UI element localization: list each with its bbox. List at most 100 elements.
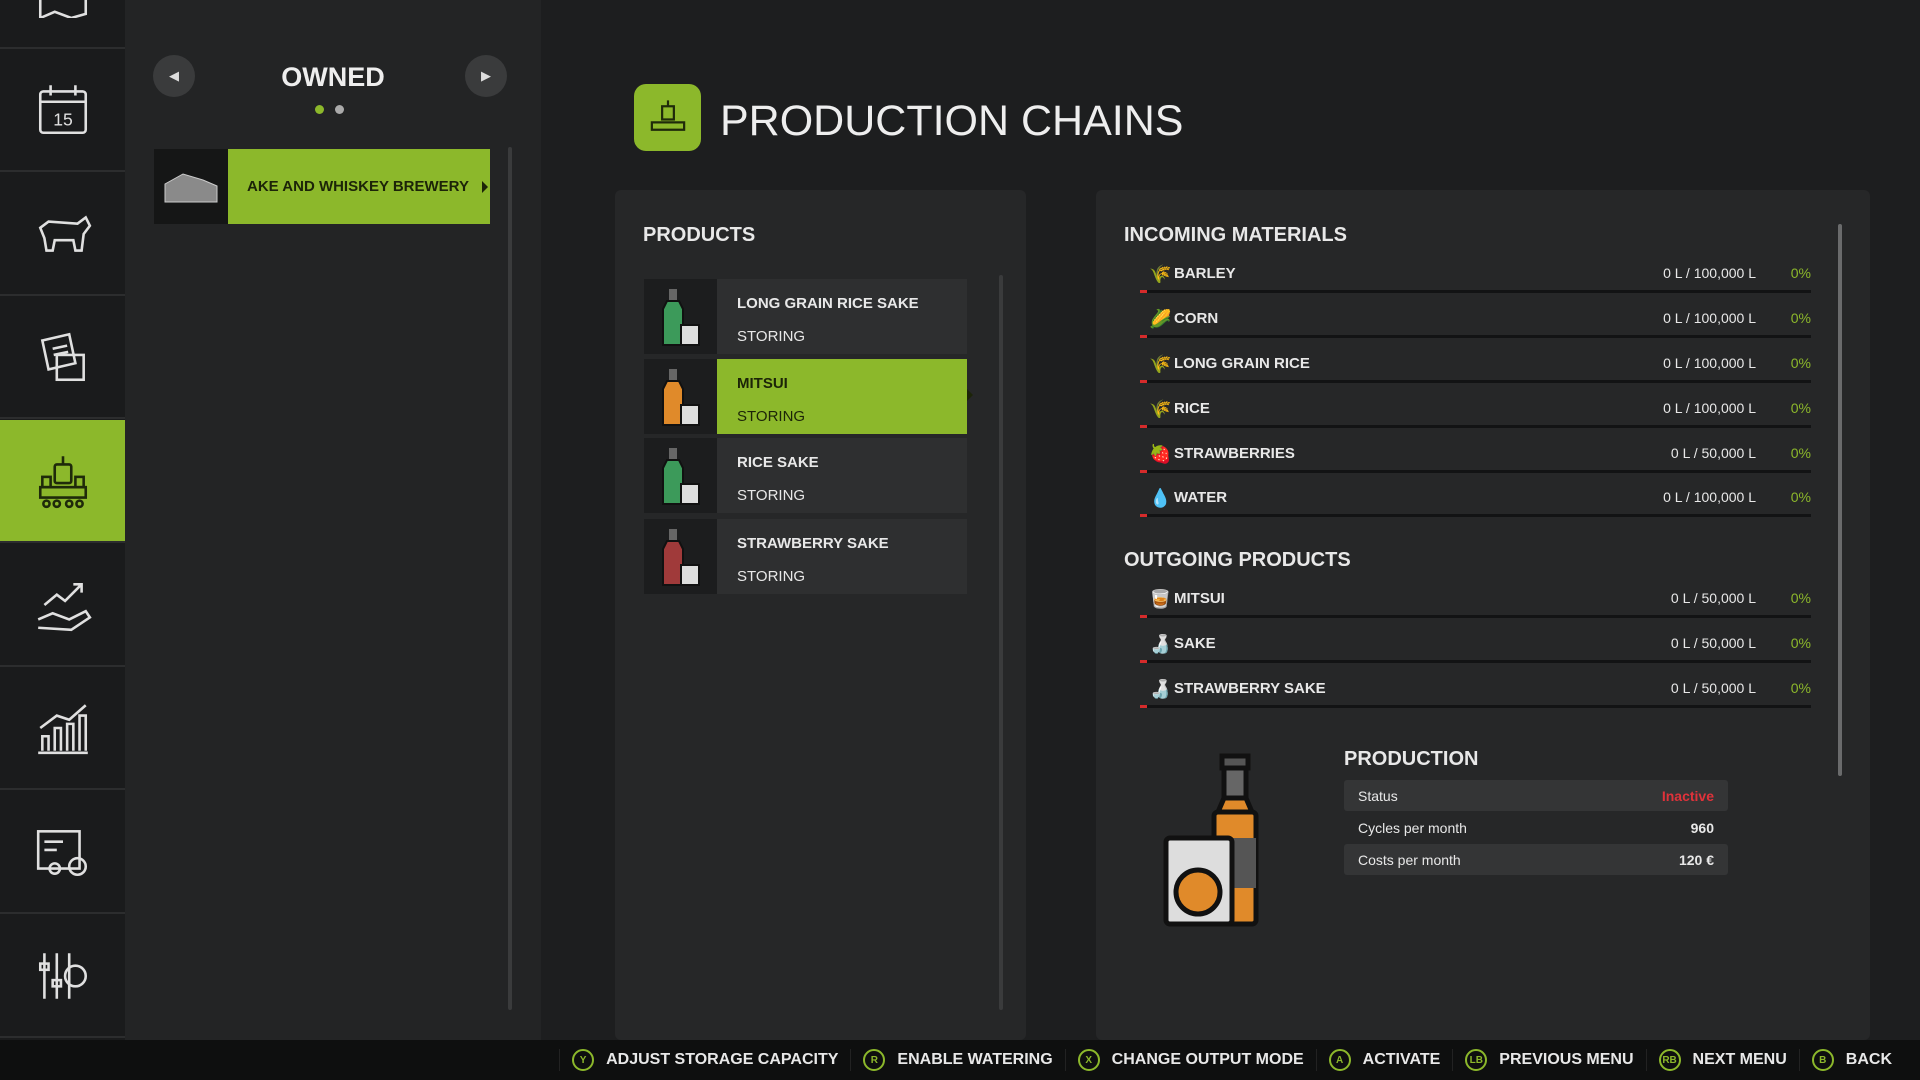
page-dot-2[interactable] <box>335 105 344 114</box>
action-back[interactable]: B BACK <box>1798 1049 1904 1071</box>
page-dot-1[interactable] <box>315 105 324 114</box>
fill-level-indicator <box>1140 705 1147 708</box>
action-adjust-storage-capacity[interactable]: Y ADJUST STORAGE CAPACITY <box>559 1049 850 1071</box>
button-key-icon: A <box>1328 1049 1351 1071</box>
action-label: NEXT MENU <box>1692 1051 1787 1068</box>
owned-title: OWNED <box>281 62 385 92</box>
caret-right-icon <box>482 181 488 193</box>
material-icon: 🍓 <box>1149 444 1172 464</box>
sidebar-item-settings[interactable] <box>0 915 125 1038</box>
product-status: STORING <box>737 408 806 425</box>
production-row-cycles: Cycles per month 960 <box>1344 812 1728 843</box>
status-label: Status <box>1358 787 1398 804</box>
product-name: STRAWBERRY SAKE <box>737 535 889 552</box>
button-key-icon: RB <box>1658 1049 1681 1071</box>
material-percent: 0% <box>1790 590 1811 606</box>
prev-page-button[interactable]: ◀ <box>153 55 195 97</box>
action-next-menu[interactable]: RB NEXT MENU <box>1645 1049 1799 1071</box>
material-name: SAKE <box>1174 635 1216 652</box>
owned-scrollbar[interactable] <box>508 147 512 1010</box>
building-icon <box>164 172 218 202</box>
product-item[interactable]: RICE SAKE STORING <box>644 438 967 513</box>
material-name: MITSUI <box>1174 590 1225 607</box>
material-name: RICE <box>1174 400 1210 417</box>
action-activate[interactable]: A ACTIVATE <box>1315 1049 1453 1071</box>
vehicle-shop-icon <box>36 829 87 876</box>
material-percent: 0% <box>1790 635 1811 651</box>
material-name: STRAWBERRIES <box>1174 445 1295 462</box>
action-label: ADJUST STORAGE CAPACITY <box>606 1051 839 1068</box>
product-name: MITSUI <box>737 375 788 392</box>
incoming-row: 🌾 BARLEY 0 L / 100,000 L 0% <box>1140 264 1811 314</box>
incoming-title: INCOMING MATERIALS <box>1124 224 1347 246</box>
sidebar-item-statistics[interactable] <box>0 667 125 790</box>
product-item[interactable]: MITSUI STORING <box>644 359 973 434</box>
product-item[interactable]: STRAWBERRY SAKE STORING <box>644 519 967 594</box>
settings-icon <box>38 952 87 999</box>
outgoing-row: 🥃 MITSUI 0 L / 50,000 L 0% <box>1140 589 1811 639</box>
material-icon: 💧 <box>1149 488 1172 508</box>
sidebar-item-finance[interactable] <box>0 544 125 667</box>
incoming-row: 🌾 LONG GRAIN RICE 0 L / 100,000 L 0% <box>1140 354 1811 404</box>
material-icon: 🍶 <box>1149 634 1172 654</box>
fill-level-indicator <box>1140 290 1147 293</box>
cycles-label: Cycles per month <box>1358 819 1467 836</box>
arrow-right-icon: ▶ <box>481 68 491 83</box>
fill-level-indicator <box>1140 660 1147 663</box>
action-previous-menu[interactable]: LB PREVIOUS MENU <box>1452 1049 1645 1071</box>
material-amount: 0 L / 50,000 L <box>1670 445 1756 461</box>
material-percent: 0% <box>1790 310 1811 326</box>
button-key-icon: X <box>1077 1049 1100 1071</box>
sidebar-item-calendar[interactable]: 15 <box>0 49 125 172</box>
products-title: PRODUCTS <box>643 224 756 246</box>
material-icon: 🌾 <box>1149 399 1172 419</box>
production-header-icon <box>634 84 701 151</box>
products-scrollbar[interactable] <box>999 275 1003 1010</box>
page-title: PRODUCTION CHAINS <box>720 97 1184 145</box>
statistics-icon <box>37 703 88 754</box>
button-key-icon: R <box>863 1049 886 1071</box>
incoming-row: 🌽 CORN 0 L / 100,000 L 0% <box>1140 309 1811 359</box>
owned-item-brewery[interactable]: AKE AND WHISKEY BREWERY <box>154 149 490 224</box>
contracts-icon <box>40 332 85 381</box>
product-item[interactable]: LONG GRAIN RICE SAKE STORING <box>644 279 967 354</box>
incoming-row: 💧 WATER 0 L / 100,000 L 0% <box>1140 488 1811 538</box>
material-icon: 🌾 <box>1149 354 1172 374</box>
material-amount: 0 L / 50,000 L <box>1670 590 1756 606</box>
material-percent: 0% <box>1790 355 1811 371</box>
sidebar-item-production[interactable] <box>0 420 133 543</box>
next-page-button[interactable]: ▶ <box>465 55 507 97</box>
fill-level-bar <box>1140 514 1811 517</box>
costs-value: 120 € <box>1678 851 1714 868</box>
mitsui-bottle-illustration <box>1163 753 1259 927</box>
action-label: ENABLE WATERING <box>897 1051 1053 1068</box>
action-label: ACTIVATE <box>1362 1051 1441 1068</box>
material-name: CORN <box>1174 310 1219 327</box>
button-key-icon: Y <box>572 1049 595 1071</box>
action-change-output-mode[interactable]: X CHANGE OUTPUT MODE <box>1064 1049 1316 1071</box>
sidebar-item-map[interactable] <box>0 0 125 49</box>
sidebar-item-animals[interactable] <box>0 173 125 296</box>
details-scrollbar[interactable] <box>1838 224 1842 776</box>
material-amount: 0 L / 100,000 L <box>1663 355 1756 371</box>
action-enable-watering[interactable]: R ENABLE WATERING <box>850 1049 1064 1071</box>
outgoing-title: OUTGOING PRODUCTS <box>1124 549 1351 571</box>
fill-level-indicator <box>1140 615 1147 618</box>
fill-level-indicator <box>1140 514 1147 517</box>
calendar-icon: 15 <box>38 84 87 134</box>
cow-icon <box>38 215 91 252</box>
fill-level-bar <box>1140 335 1811 338</box>
fill-level-bar <box>1140 290 1811 293</box>
product-status: STORING <box>737 328 806 345</box>
bottle-icon <box>644 359 717 434</box>
sidebar-item-contracts[interactable] <box>0 296 125 419</box>
product-name: LONG GRAIN RICE SAKE <box>737 295 919 312</box>
fill-level-bar <box>1140 615 1811 618</box>
fill-level-bar <box>1140 705 1811 708</box>
button-key-icon: B <box>1811 1049 1834 1071</box>
bottom-action-bar: Y ADJUST STORAGE CAPACITY R ENABLE WATERING… <box>0 1040 1920 1080</box>
bottle-icon <box>644 279 717 354</box>
sidebar-item-shop[interactable] <box>0 791 125 914</box>
fill-level-bar <box>1140 425 1811 428</box>
material-amount: 0 L / 100,000 L <box>1663 400 1756 416</box>
